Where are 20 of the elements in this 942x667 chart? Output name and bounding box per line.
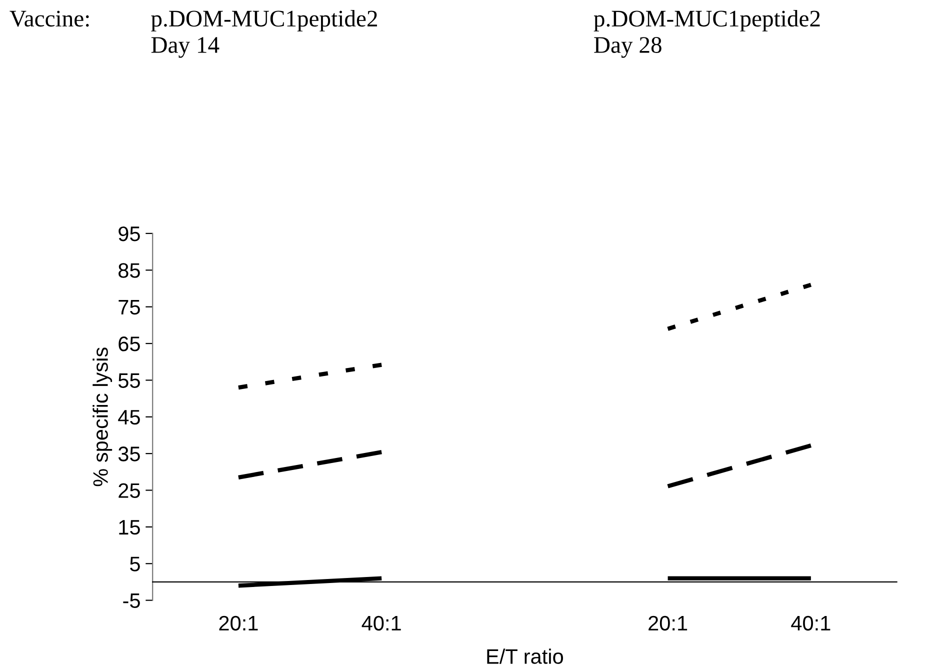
y-tick-label: 15 <box>119 520 140 535</box>
y-tick-label: 55 <box>118 373 140 388</box>
y-tick-label: 45 <box>118 410 140 425</box>
x-tick-label: 20:1 <box>648 616 688 631</box>
y-tick-label: 65 <box>118 336 140 352</box>
text: p.DOM-MUC1peptide2 Day 14 <box>151 10 377 58</box>
x-tick-label: 40:1 <box>362 616 401 631</box>
x-tick-label: 40:1 <box>791 616 830 631</box>
x-axis-title: E/T ratio <box>487 648 564 664</box>
y-tick-label: 75 <box>118 300 140 315</box>
y-tick-label: 85 <box>118 263 140 278</box>
y-axis-title: % specific lysis <box>92 348 112 486</box>
y-tick-label: 5 <box>130 556 140 572</box>
y-tick-label: 95 <box>118 226 140 242</box>
y-tick-label: -5 <box>123 594 140 608</box>
x-tick-label: 20:1 <box>219 616 258 631</box>
y-tick-label: 35 <box>118 446 140 462</box>
text: Vaccine: <box>10 10 89 27</box>
text: p.DOM-MUC1peptide2 Day 28 <box>594 10 820 58</box>
y-tick-label: 25 <box>118 483 140 498</box>
